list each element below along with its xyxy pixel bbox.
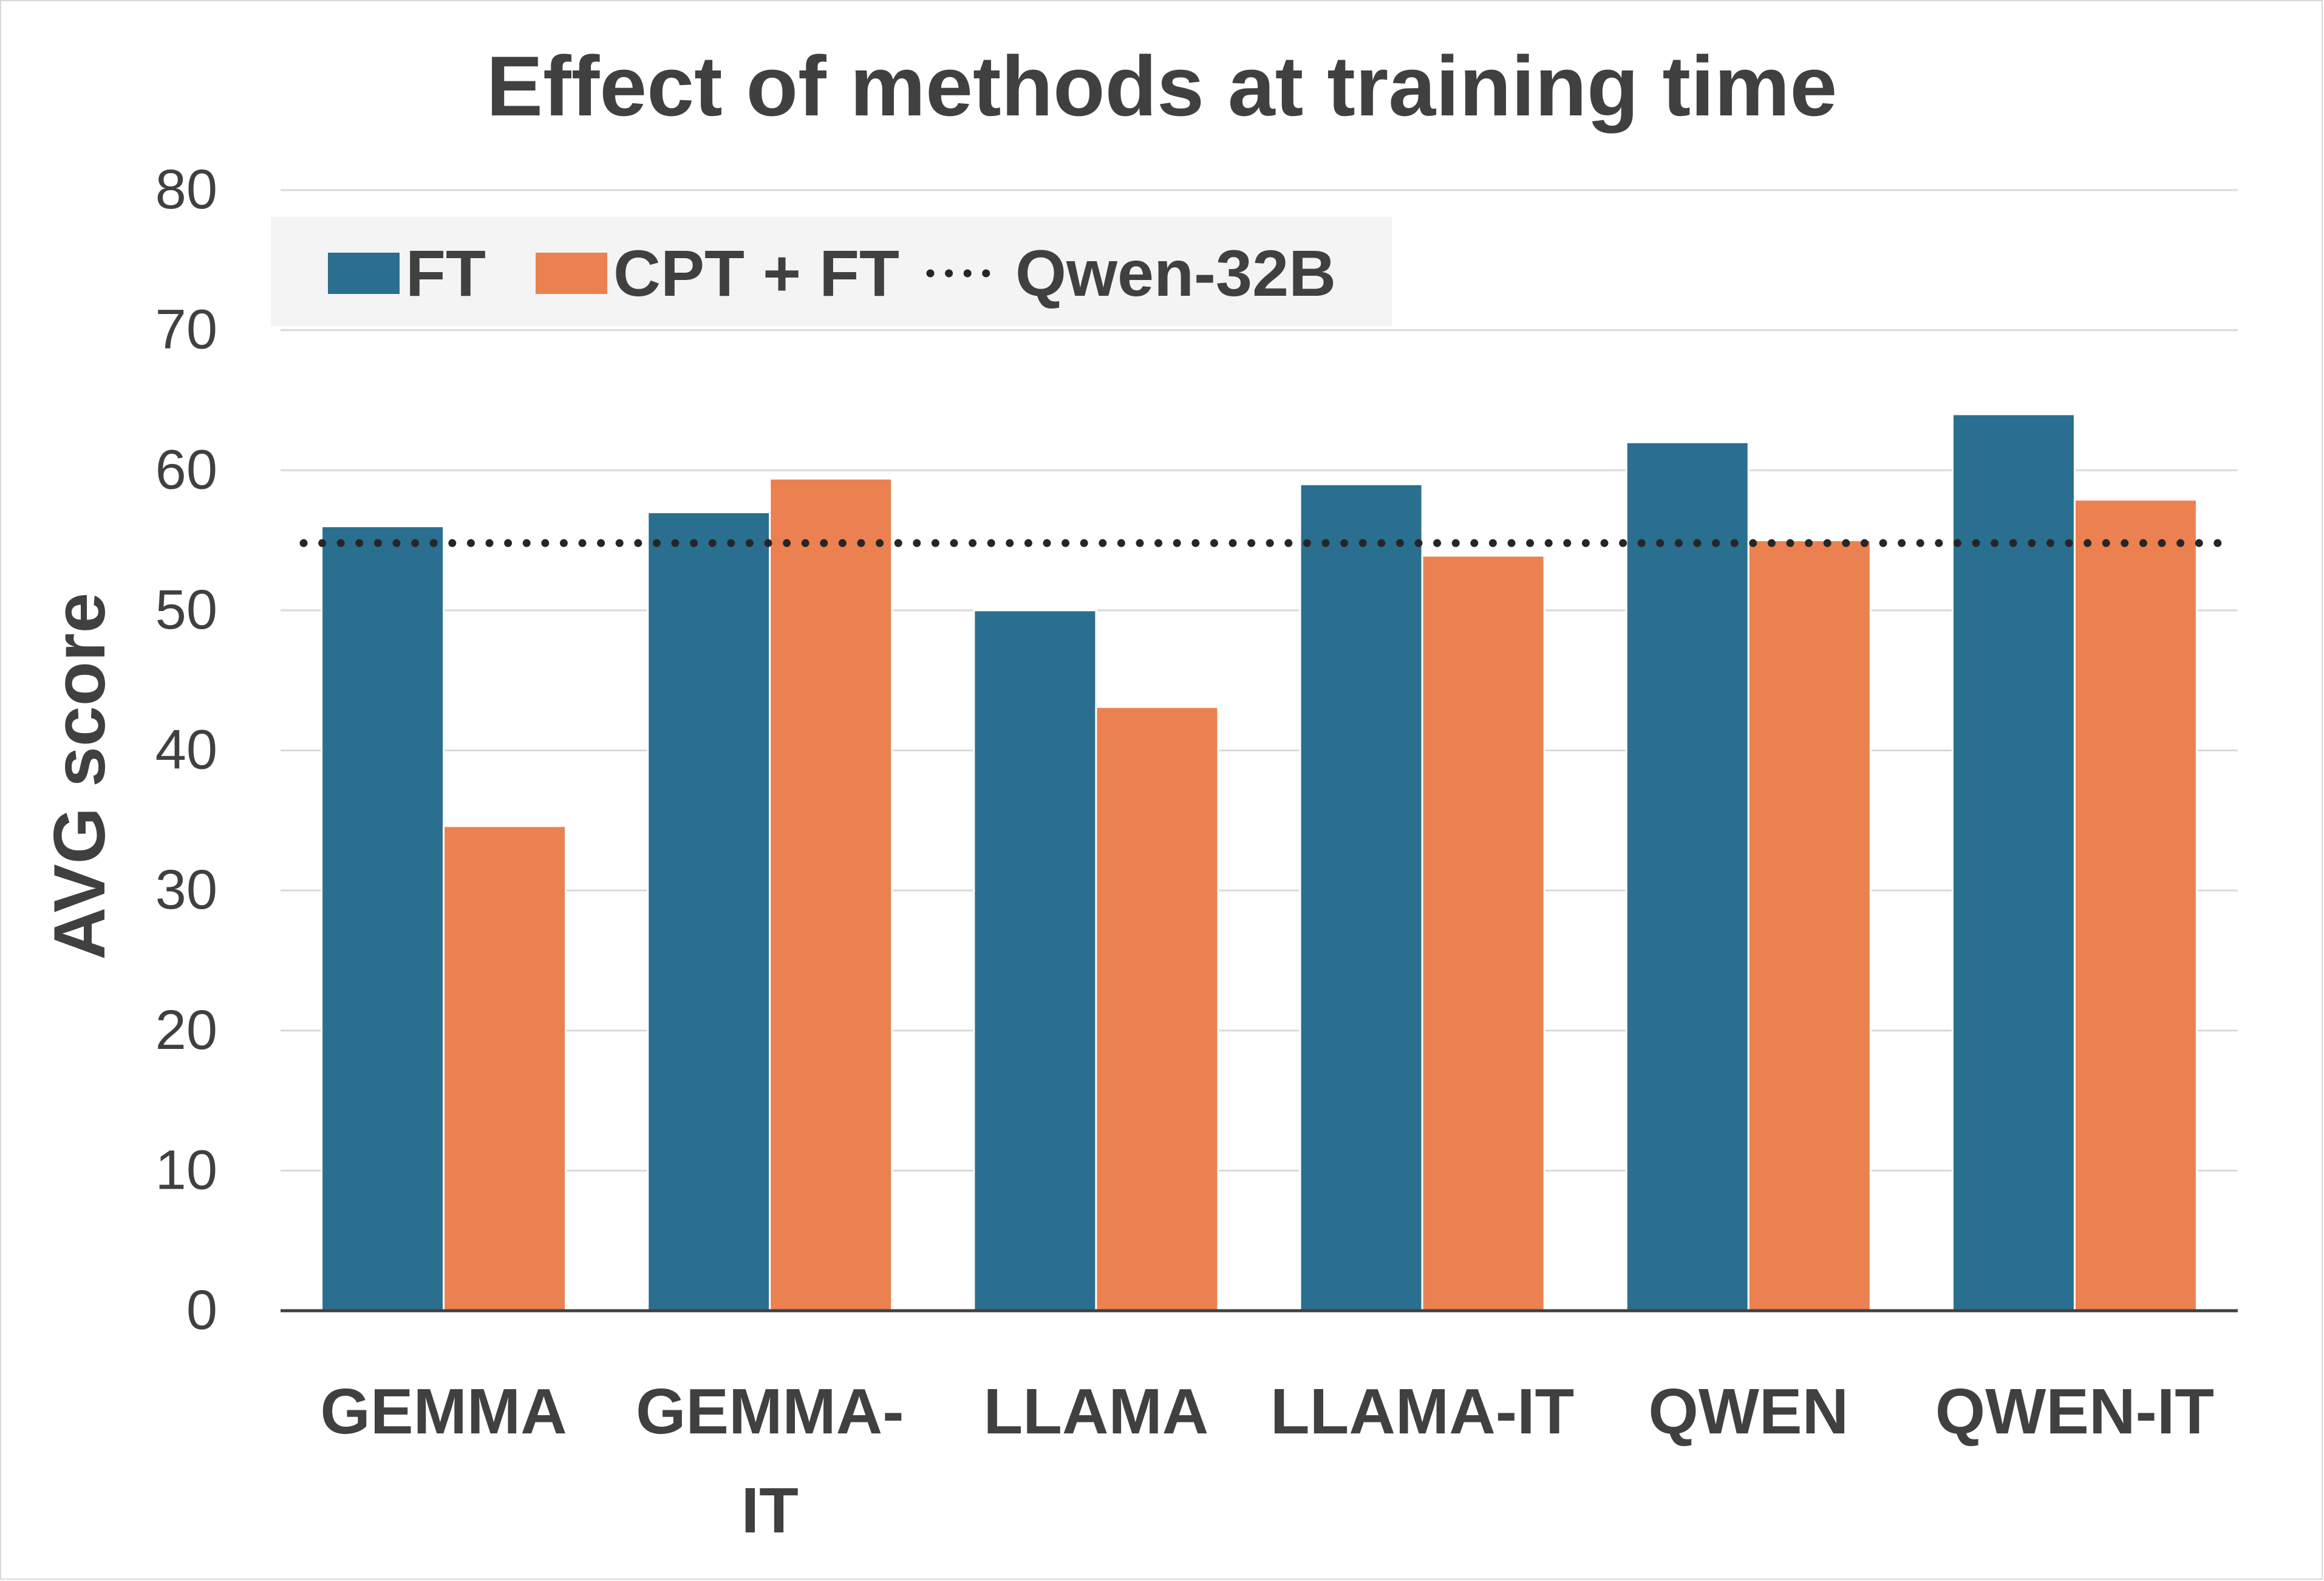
bar-ft-5 bbox=[1951, 413, 2076, 1312]
bar-ft-3 bbox=[1299, 483, 1423, 1312]
y-tick-label: 0 bbox=[186, 1279, 217, 1341]
bar-cpt-ft-5 bbox=[2073, 499, 2198, 1312]
legend-label-cpt-ft: CPT + FT bbox=[613, 236, 899, 310]
y-tick-label: 50 bbox=[155, 579, 217, 641]
legend-background bbox=[271, 217, 1392, 326]
y-tick-label: 20 bbox=[155, 999, 217, 1061]
chart-title: Effect of methods at training time bbox=[486, 38, 1838, 134]
legend-swatch-cpt-ft bbox=[536, 253, 607, 294]
bar-ft-2 bbox=[973, 609, 1097, 1312]
category-label: GEMMA- bbox=[636, 1376, 904, 1447]
bar-ft-4 bbox=[1625, 441, 1750, 1312]
category-label: LLAMA bbox=[983, 1376, 1208, 1447]
category-labels: GEMMA GEMMA- IT LLAMA LLAMA-IT QWEN QWEN-IT bbox=[320, 1376, 2214, 1546]
bar-cpt-ft-0 bbox=[443, 825, 567, 1312]
y-tick-label: 80 bbox=[155, 159, 217, 220]
legend-label-ft: FT bbox=[406, 236, 486, 310]
bar-ft-0 bbox=[321, 525, 445, 1312]
y-tick-label: 70 bbox=[155, 299, 217, 361]
y-axis-label: AVG score bbox=[39, 593, 120, 960]
y-tick-label: 60 bbox=[155, 439, 217, 500]
category-label: GEMMA bbox=[320, 1376, 567, 1447]
category-label: QWEN bbox=[1648, 1376, 1849, 1447]
y-tick-label: 40 bbox=[155, 719, 217, 781]
legend: FT CPT + FT Qwen-32B bbox=[271, 217, 1392, 326]
bar-cpt-ft-1 bbox=[769, 477, 893, 1312]
legend-label-qwen-32b: Qwen-32B bbox=[1015, 236, 1336, 310]
legend-swatch-ft bbox=[328, 253, 400, 294]
bar-cpt-ft-4 bbox=[1747, 539, 1872, 1312]
y-tick-label: 10 bbox=[155, 1139, 217, 1201]
bar-ft-1 bbox=[647, 511, 771, 1312]
bars bbox=[321, 413, 2198, 1312]
category-label: QWEN-IT bbox=[1935, 1376, 2214, 1447]
gridlines bbox=[281, 189, 2238, 1172]
bar-cpt-ft-3 bbox=[1421, 555, 1545, 1312]
y-tick-label: 30 bbox=[155, 859, 217, 921]
category-label: LLAMA-IT bbox=[1270, 1376, 1574, 1447]
category-label: IT bbox=[741, 1475, 799, 1546]
bar-cpt-ft-2 bbox=[1095, 706, 1219, 1312]
y-tick-labels: 0 10 20 30 40 50 60 70 80 bbox=[155, 159, 217, 1341]
